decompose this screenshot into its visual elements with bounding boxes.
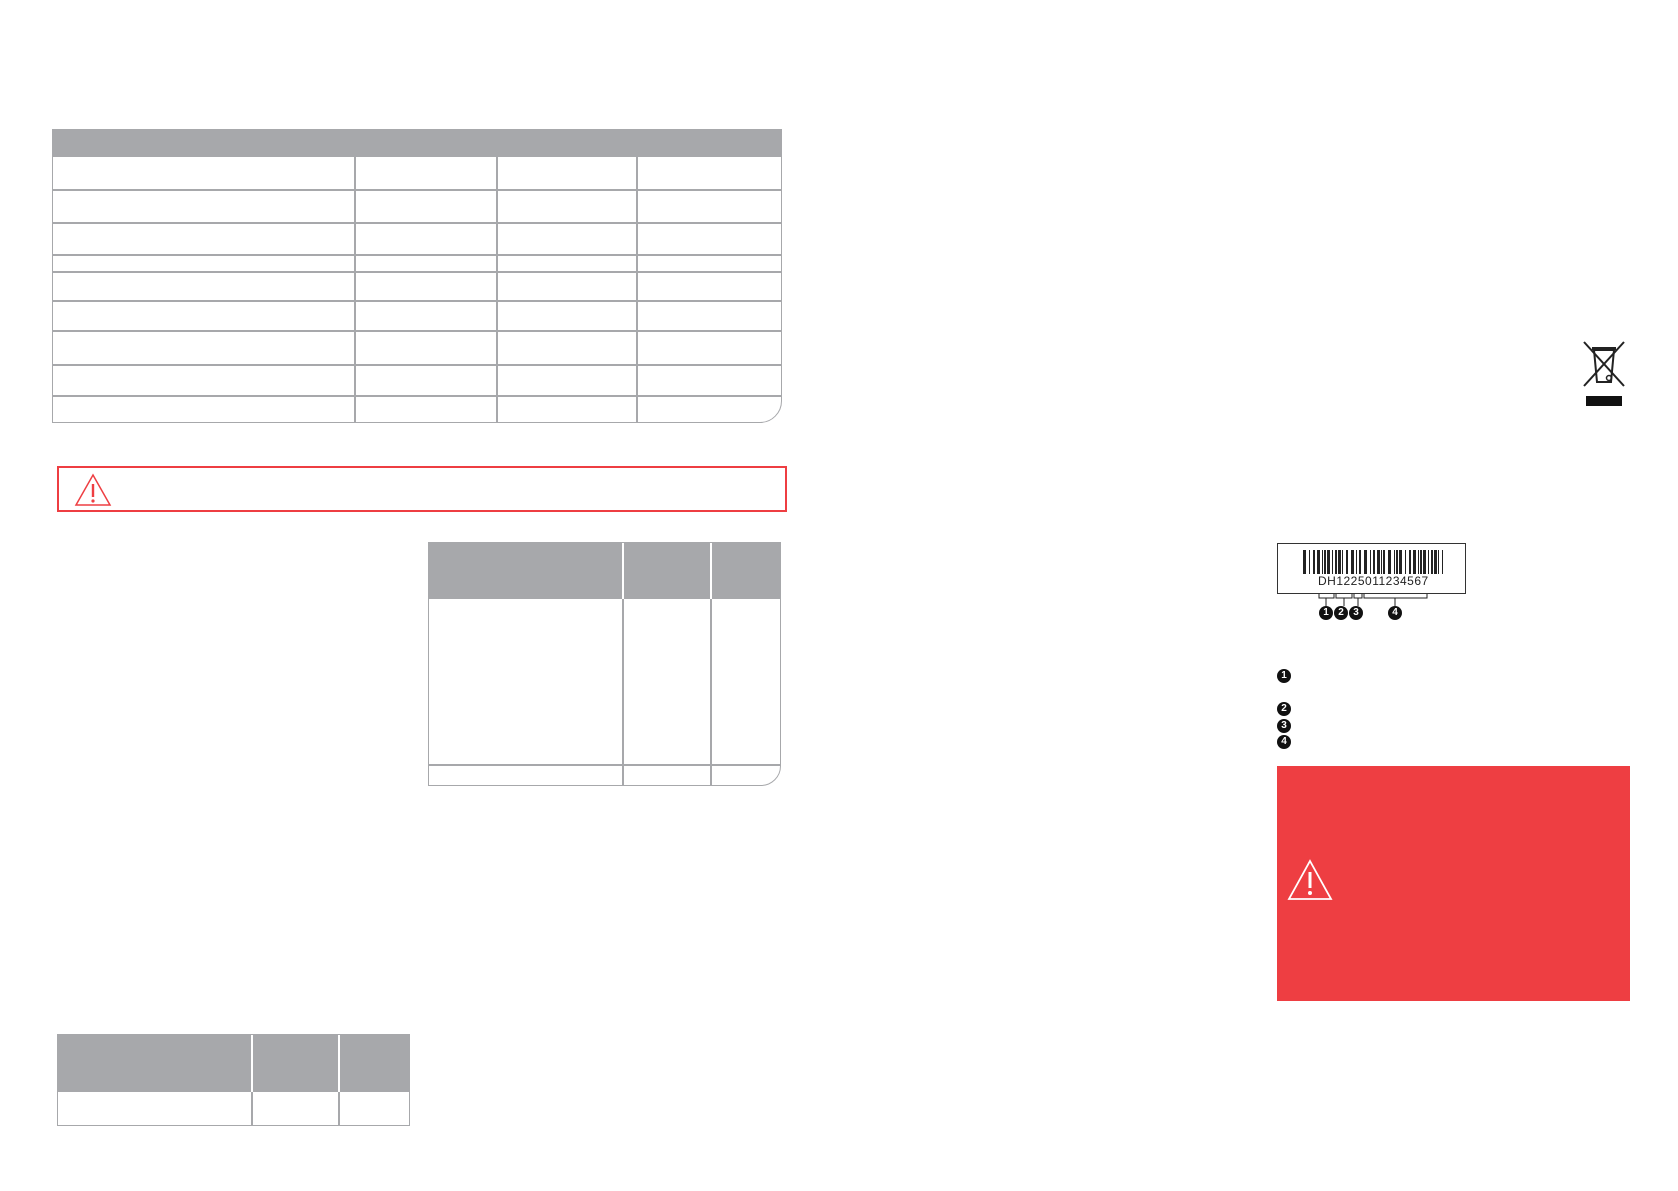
warning-panel: [1277, 766, 1630, 1001]
header-gap: [622, 543, 624, 599]
col-divider: [622, 599, 624, 785]
marker-1: 1: [1319, 606, 1333, 620]
barcode-bar: [1359, 550, 1361, 574]
barcode-bar: [1373, 550, 1375, 574]
barcode-bar: [1381, 550, 1382, 574]
barcode-text: DH1225011234567: [1318, 574, 1429, 588]
barcode-bar: [1324, 550, 1326, 574]
warning-triangle-icon: [1287, 859, 1333, 900]
legend-number-1: 1: [1277, 669, 1291, 683]
header-gap: [338, 1035, 340, 1092]
row-divider: [53, 254, 781, 256]
barcode-bar: [1438, 550, 1439, 574]
col-divider: [496, 157, 498, 422]
barcode-bar: [1420, 550, 1422, 574]
marker-4: 4: [1388, 606, 1402, 620]
table-header: [53, 130, 781, 157]
table-header: [58, 1035, 409, 1092]
barcode-bar: [1342, 550, 1343, 574]
col-divider: [710, 599, 712, 785]
barcode-bar: [1418, 550, 1419, 574]
barcode-bar: [1317, 550, 1320, 574]
header-gap: [251, 1035, 253, 1092]
barcode-brackets: [1318, 594, 1428, 606]
warning-triangle-icon: [74, 473, 112, 506]
marker-2: 2: [1334, 606, 1348, 620]
barcode-bar: [1396, 550, 1398, 574]
barcode-bar: [1303, 550, 1306, 574]
weee-crossed-bin-icon: [1583, 341, 1625, 406]
barcode-bar: [1313, 550, 1315, 574]
barcode: [1303, 550, 1443, 574]
barcode-bar: [1399, 550, 1402, 574]
row-divider: [429, 764, 780, 766]
barcode-bar: [1322, 550, 1323, 574]
col-divider: [354, 157, 356, 422]
legend-number-4: 4: [1277, 735, 1291, 749]
row-divider: [53, 330, 781, 332]
row-divider: [53, 271, 781, 273]
marker-3: 3: [1349, 606, 1363, 620]
table-2: [428, 542, 781, 786]
row-divider: [53, 395, 781, 397]
col-divider: [636, 157, 638, 422]
legend-number-3: 3: [1277, 719, 1291, 733]
table-header: [429, 543, 780, 599]
barcode-bar: [1388, 550, 1391, 574]
col-divider: [251, 1092, 253, 1125]
barcode-bar: [1428, 550, 1429, 574]
row-divider: [53, 222, 781, 224]
header-gap: [710, 543, 712, 599]
barcode-bar: [1335, 550, 1337, 574]
row-divider: [53, 364, 781, 366]
barcode-bar: [1346, 550, 1348, 574]
barcode-bar: [1377, 550, 1380, 574]
barcode-bar: [1409, 550, 1411, 574]
barcode-bar: [1332, 550, 1333, 574]
legend-number-2: 2: [1277, 702, 1291, 716]
barcode-bar: [1413, 550, 1416, 574]
barcode-bar: [1442, 550, 1443, 574]
barcode-bar: [1434, 550, 1437, 574]
warning-box: [57, 466, 787, 512]
table-3: [57, 1034, 410, 1126]
barcode-bar: [1431, 550, 1433, 574]
barcode-bar: [1370, 550, 1371, 574]
barcode-bar: [1423, 550, 1426, 574]
barcode-bar: [1356, 550, 1357, 574]
barcode-bar: [1394, 550, 1395, 574]
barcode-bar: [1309, 550, 1310, 574]
specs-table: [52, 129, 782, 423]
barcode-bar: [1364, 550, 1367, 574]
barcode-bar: [1405, 550, 1406, 574]
col-divider: [338, 1092, 340, 1125]
barcode-label: DH1225011234567: [1277, 543, 1466, 594]
row-divider: [53, 189, 781, 191]
barcode-bar: [1327, 550, 1330, 574]
barcode-bar: [1338, 550, 1341, 574]
row-divider: [53, 300, 781, 302]
barcode-bar: [1351, 550, 1354, 574]
barcode-bar: [1383, 550, 1385, 574]
